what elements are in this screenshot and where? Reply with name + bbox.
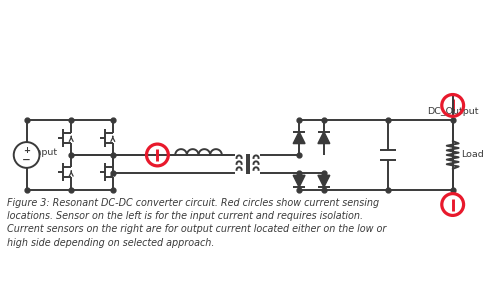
Polygon shape — [293, 132, 305, 144]
Polygon shape — [318, 175, 330, 187]
Polygon shape — [293, 175, 305, 187]
Text: high side depending on selected approach.: high side depending on selected approach… — [7, 238, 214, 248]
Text: Current sensors on the right are for output current located either on the low or: Current sensors on the right are for out… — [7, 224, 386, 234]
Text: Figure 3: Resonant DC-DC converter circuit. Red circles show current sensing: Figure 3: Resonant DC-DC converter circu… — [7, 198, 379, 208]
Text: DC_Output: DC_Output — [427, 107, 479, 116]
Text: −: − — [22, 155, 31, 165]
Polygon shape — [318, 132, 330, 144]
Text: locations. Sensor on the left is for the input current and requires isolation.: locations. Sensor on the left is for the… — [7, 211, 363, 221]
Text: Load: Load — [462, 150, 485, 160]
Circle shape — [14, 142, 40, 168]
Text: +: + — [23, 146, 30, 155]
Text: DC_Input: DC_Input — [14, 148, 57, 156]
